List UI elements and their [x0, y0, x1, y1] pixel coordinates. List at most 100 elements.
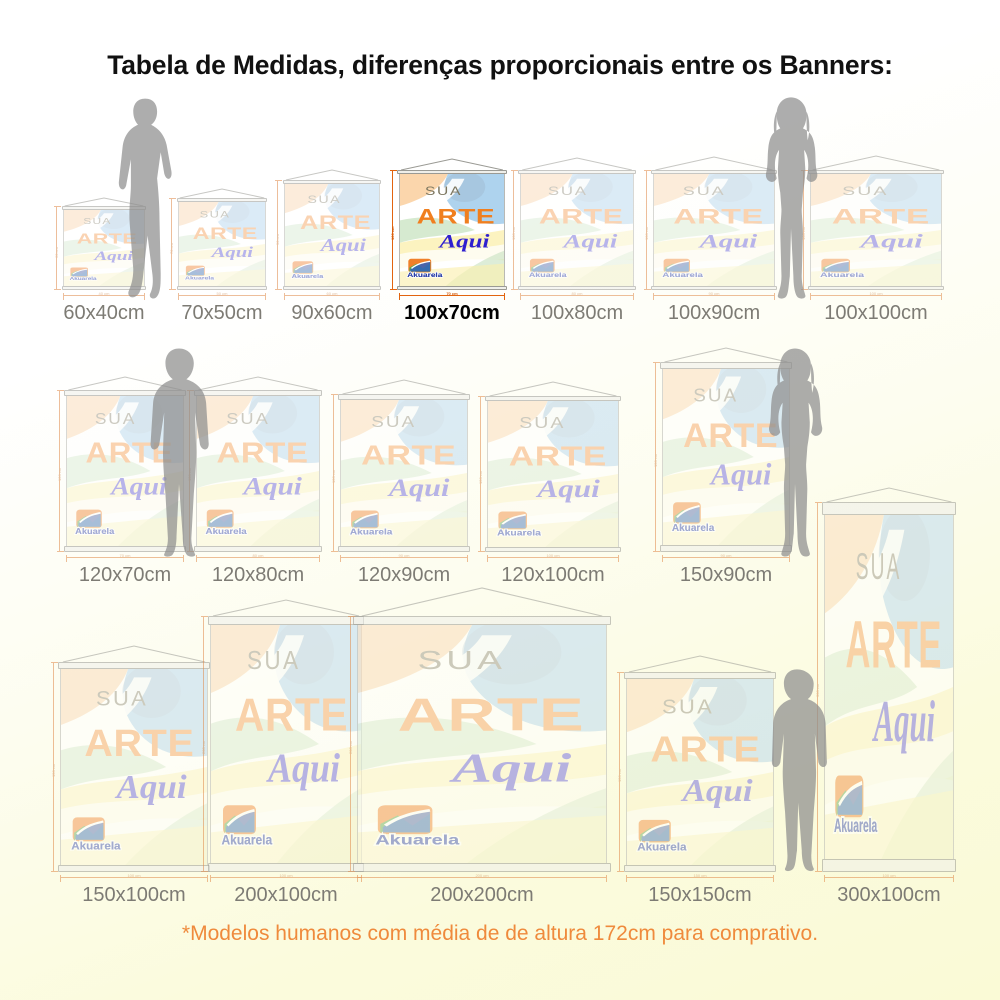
- svg-text:Aqui: Aqui: [680, 774, 753, 809]
- dimension-height-line: [644, 170, 651, 290]
- dimension-height-line: [617, 672, 624, 872]
- banner-120x100cm[interactable]: SUA ARTE Aqui Akuarela Akuarela 120 cm 10…: [478, 381, 621, 562]
- svg-text:Akuarela: Akuarela: [662, 272, 703, 279]
- banner-artwork: SUA ARTE Aqui Akuarela Akuarela: [178, 202, 266, 286]
- dimension-width-label: 100 cm: [882, 873, 896, 878]
- banner-bottom-rod: [485, 547, 621, 552]
- dimension-width-line: [60, 875, 208, 882]
- svg-text:ARTE: ARTE: [361, 439, 456, 471]
- svg-text:SUA: SUA: [96, 687, 148, 710]
- svg-text:Akuarela: Akuarela: [75, 527, 115, 537]
- svg-text:SUA: SUA: [308, 193, 341, 205]
- banner-150x90cm[interactable]: SUA ARTE Aqui Akuarela Akuarela 150 cm 90…: [653, 347, 792, 562]
- svg-text:ARTE: ARTE: [84, 723, 194, 765]
- banner-artwork: SUA ARTE Aqui Akuarela Akuarela: [340, 400, 468, 546]
- banner-200x200cm[interactable]: SUA ARTE Aqui Akuarela Akuarela 200 cm 20…: [348, 587, 611, 882]
- dimension-height-label: 200 cm: [201, 740, 206, 754]
- dimension-height-label: 150 cm: [617, 768, 622, 782]
- banner-100x80cm[interactable]: SUA ARTE Aqui Akuarela Akuarela 100 cm 80…: [511, 157, 636, 300]
- banner-150x150cm[interactable]: SUA ARTE Aqui Akuarela Akuarela 150 cm 15…: [617, 655, 777, 882]
- svg-text:SUA: SUA: [95, 409, 136, 427]
- dimension-height-line: [201, 616, 208, 872]
- banner-200x100cm[interactable]: SUA ARTE Aqui Akuarela Akuarela 200 cm 10…: [201, 599, 365, 882]
- svg-text:SUA: SUA: [200, 210, 231, 220]
- svg-text:Akuarela: Akuarela: [529, 271, 568, 278]
- svg-text:SUA: SUA: [519, 414, 565, 432]
- banner-size-label-90x60cm: 90x60cm: [291, 302, 373, 324]
- banner-artwork: SUA ARTE Aqui Akuarela Akuarela: [824, 515, 954, 859]
- banner-artwork: SUA ARTE Aqui Akuarela Akuarela: [284, 184, 380, 286]
- svg-text:Akuarela: Akuarela: [75, 527, 115, 537]
- svg-text:Aqui: Aqui: [697, 231, 757, 252]
- banner-100x100cm[interactable]: SUA ARTE Aqui Akuarela Akuarela 100 cm 10…: [801, 155, 944, 300]
- svg-text:ARTE: ARTE: [77, 230, 137, 247]
- dimension-width-label: 100 cm: [127, 873, 141, 878]
- banner-size-label-120x100cm: 120x100cm: [501, 564, 605, 586]
- banner-120x90cm[interactable]: SUA ARTE Aqui Akuarela Akuarela 120 cm 90…: [331, 379, 470, 562]
- svg-text:SUA: SUA: [247, 647, 300, 676]
- svg-text:SUA: SUA: [425, 184, 462, 198]
- svg-text:Akuarela: Akuarela: [407, 271, 443, 279]
- dimension-width-label: 90 cm: [708, 291, 720, 296]
- banner-artwork: SUA ARTE Aqui Akuarela Akuarela: [626, 679, 774, 865]
- banner-bottom-rod: [57, 865, 211, 872]
- banner-artwork: SUA ARTE Aqui Akuarela Akuarela: [662, 369, 790, 545]
- svg-text:Akuarela: Akuarela: [70, 277, 98, 282]
- dimension-width-label: 100 cm: [546, 553, 560, 558]
- banner-70x50cm[interactable]: SUA ARTE Aqui Akuarela Akuarela 70 cm 50 …: [169, 188, 268, 300]
- dimension-width-label: 90 cm: [398, 553, 410, 558]
- banner-hanger: [60, 645, 208, 662]
- svg-text:ARTE: ARTE: [417, 205, 496, 229]
- svg-text:Aqui: Aqui: [449, 746, 572, 791]
- svg-text:ARTE: ARTE: [193, 225, 258, 243]
- dimension-width-line: [626, 875, 774, 882]
- svg-text:ARTE: ARTE: [300, 211, 371, 234]
- banner-bottom-rod: [194, 546, 322, 552]
- banner-size-label-100x90cm: 100x90cm: [667, 302, 761, 324]
- banner-120x80cm[interactable]: SUA ARTE Aqui Akuarela Akuarela 120 cm80…: [187, 376, 322, 562]
- banner-size-label-100x80cm: 100x80cm: [530, 302, 624, 324]
- banner-150x100cm[interactable]: SUA ARTE Aqui Akuarela Akuarela 150 cm 10…: [51, 645, 211, 882]
- dimension-height-label: 150 cm: [653, 453, 658, 467]
- dimension-height-line: [169, 198, 176, 290]
- svg-text:Aqui: Aqui: [109, 472, 167, 501]
- banner-120x70cm[interactable]: SUA ARTE Aqui Akuarela Akuarela 120 cm 70…: [57, 376, 186, 562]
- svg-text:Aqui: Aqui: [114, 768, 187, 805]
- dimension-height-line: [815, 502, 822, 872]
- footnote-models-height: *Modelos humanos com média de de altura …: [181, 922, 819, 945]
- svg-text:Akuarela: Akuarela: [71, 841, 121, 853]
- dimension-height-label: 120 cm: [57, 467, 62, 481]
- dimension-width-label: 90 cm: [720, 553, 732, 558]
- svg-text:Aqui: Aqui: [387, 474, 450, 502]
- dimension-width-label: 100 cm: [279, 873, 293, 878]
- dimension-height-line: [54, 206, 61, 290]
- dimension-height-label: 120 cm: [331, 469, 336, 483]
- dimension-height-label: 100 cm: [390, 226, 395, 240]
- svg-text:Aqui: Aqui: [872, 690, 935, 755]
- banner-hanger: [487, 381, 619, 396]
- svg-text:Akuarela: Akuarela: [206, 527, 248, 536]
- svg-text:Aqui: Aqui: [93, 248, 133, 263]
- dimension-width-line: [178, 293, 266, 300]
- svg-text:SUA: SUA: [842, 184, 888, 197]
- banner-60x40cm[interactable]: SUA ARTE Aqui Akuarela Akuarela 60 cm 40 …: [54, 197, 147, 300]
- svg-text:ARTE: ARTE: [673, 204, 764, 228]
- model-row1-male: [105, 95, 183, 300]
- dimension-width-line: [810, 293, 942, 300]
- banner-artwork: SUA ARTE Aqui Akuarela Akuarela: [653, 174, 775, 286]
- banner-300x100cm[interactable]: SUA ARTE Aqui Akuarela Akuarela 300 cm 10…: [815, 487, 956, 885]
- svg-text:SUA: SUA: [371, 413, 416, 431]
- banner-hanger: [284, 169, 380, 180]
- banner-top-rod: [651, 170, 777, 174]
- banner-top-rod: [822, 502, 956, 515]
- svg-text:Akuarela: Akuarela: [672, 523, 715, 534]
- banner-90x60cm[interactable]: SUA ARTE Aqui Akuarela Akuarela 90 cm 60 …: [275, 169, 382, 300]
- svg-text:Aqui: Aqui: [437, 230, 490, 252]
- dimension-width-label: 70 cm: [119, 553, 131, 558]
- banner-hanger: [653, 156, 775, 170]
- banner-100x90cm[interactable]: SUA ARTE Aqui Akuarela Akuarela 100 cm 90…: [644, 156, 777, 300]
- banner-100x70cm[interactable]: SUA ARTE Aqui Akuarela Akuarela 100 cm 70…: [390, 158, 507, 300]
- banner-bottom-rod: [207, 863, 365, 872]
- dimension-width-line: [63, 293, 145, 300]
